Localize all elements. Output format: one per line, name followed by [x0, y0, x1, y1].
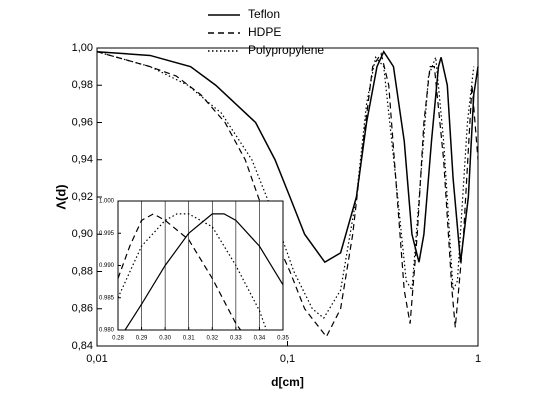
x-axis-label: d[cm] [271, 375, 304, 389]
series-line [124, 213, 284, 331]
y-tick-label: 0.995 [99, 231, 115, 237]
legend-label: HDPE [248, 25, 281, 39]
x-tick-label: 0.33 [230, 336, 242, 342]
y-tick-label: 0,86 [72, 303, 93, 315]
x-tick-label: 0.34 [254, 336, 266, 342]
y-tick-label: 0,84 [72, 340, 93, 352]
x-tick-label: 1 [475, 353, 481, 365]
y-tick-label: 0.990 [99, 263, 115, 269]
series-line [96, 51, 475, 319]
x-tick-label: 0,1 [280, 353, 295, 365]
series-line [96, 50, 479, 264]
x-tick-label: 0.28 [112, 336, 124, 342]
x-tick-label: 0.30 [159, 336, 171, 342]
y-tick-label: 0.985 [99, 295, 115, 301]
y-tick-label: 1,00 [72, 42, 93, 54]
x-tick-label: 0.29 [136, 336, 148, 342]
y-tick-label: 0,94 [72, 154, 93, 166]
y-tick-label: 0,96 [72, 116, 93, 128]
y-tick-label: 0,98 [72, 79, 93, 91]
y-tick-label: 1.000 [99, 199, 115, 205]
y-axis-label: Λ(d) [53, 184, 68, 209]
x-tick-label: 0.31 [183, 336, 195, 342]
series-line [117, 213, 242, 331]
y-tick-label: 0,88 [72, 265, 93, 277]
y-tick-label: 0.980 [99, 328, 115, 334]
x-tick-label: 0,01 [86, 353, 107, 365]
x-tick-label: 0.35 [277, 336, 289, 342]
series-line [117, 213, 268, 331]
x-tick-label: 0.32 [206, 336, 218, 342]
series-line [96, 51, 479, 338]
legend-label: Teflon [248, 7, 280, 21]
y-tick-label: 0,92 [72, 191, 93, 203]
y-tick-label: 0,90 [72, 228, 93, 240]
legend-label: Polypropylene [248, 43, 324, 57]
